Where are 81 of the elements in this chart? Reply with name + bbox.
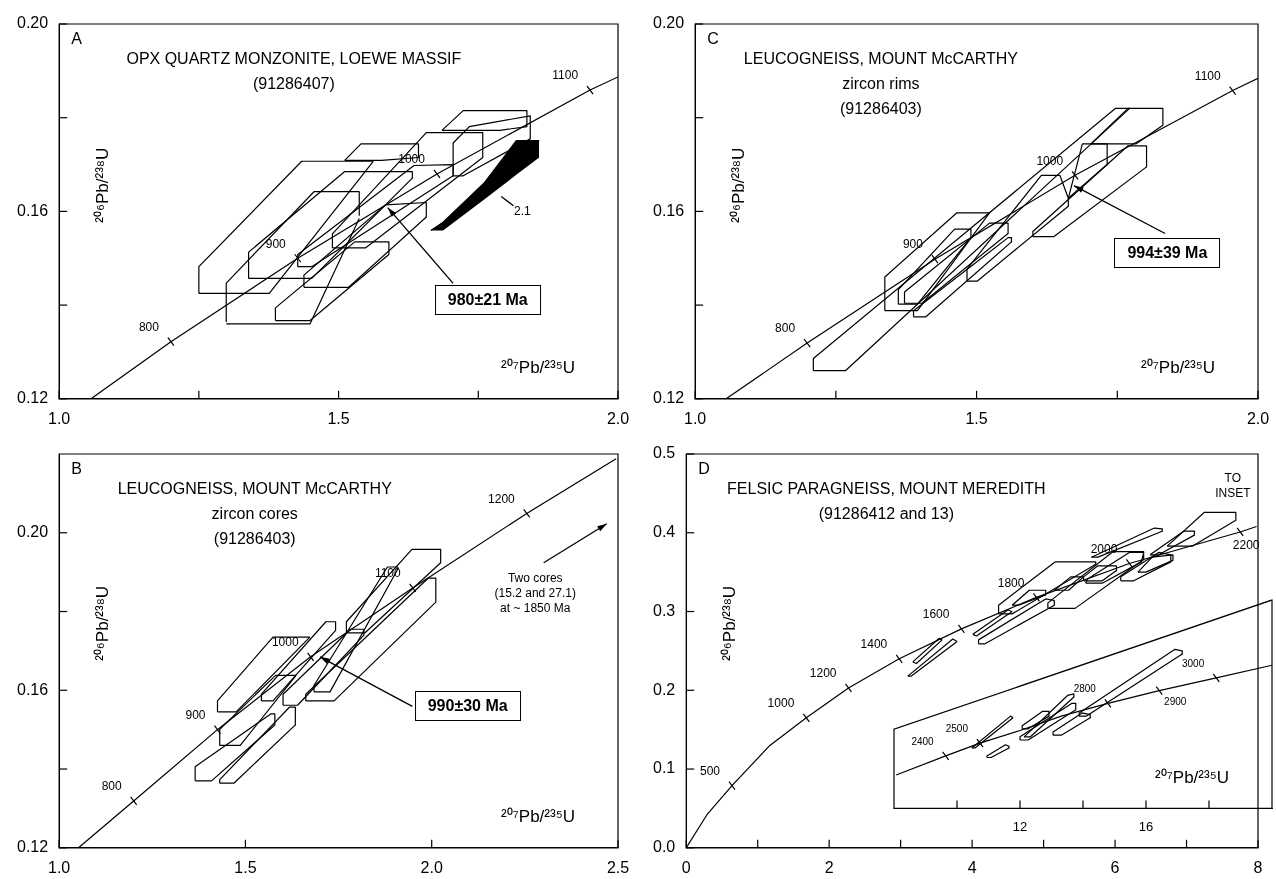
annotation: 1200 <box>488 491 516 506</box>
x-tick-label: 2.0 <box>1246 409 1270 427</box>
annotation: 3000 <box>1182 657 1205 669</box>
annotation: 1100 <box>1194 68 1221 83</box>
text: zircon rims <box>842 75 920 93</box>
annotation: 1600 <box>922 607 950 622</box>
y-tick-label: 0.3 <box>652 601 676 619</box>
y-tick-label: 0.20 <box>17 523 49 541</box>
x-axis-title: ²⁰⁷Pb/²³⁵U <box>501 358 575 378</box>
annotation: B <box>71 460 82 478</box>
annotation: 1000 <box>767 696 795 711</box>
x-tick-label: 1.0 <box>48 858 71 876</box>
annotation: 800 <box>101 779 122 794</box>
text: LEUCOGNEISS, MOUNT McCARTHY <box>117 480 393 498</box>
y-tick-label: 0.12 <box>17 838 49 856</box>
text: LEUCOGNEISS, MOUNT McCARTHY <box>743 50 1019 68</box>
y-tick-label: 0.12 <box>653 389 685 407</box>
annotation: 800 <box>775 321 796 336</box>
x-tick-label: 12 <box>1012 818 1028 834</box>
annotation: 800 <box>138 319 160 334</box>
y-tick-label: 0.2 <box>652 680 676 698</box>
annotation: 994±39 Ma <box>1114 238 1221 269</box>
y-tick-label: 0.16 <box>653 201 685 219</box>
annotation: 900 <box>265 236 287 251</box>
x-tick-label: 6 <box>1110 858 1120 876</box>
annotation: 500 <box>699 763 721 778</box>
annotation: 990±30 Ma <box>414 691 521 722</box>
x-tick-label: 0 <box>681 858 691 876</box>
y-tick-label: 0.16 <box>17 201 49 219</box>
annotation: Two cores (15.2 and 27.1) at ~ 1850 Ma <box>493 570 577 616</box>
y-axis-title: ²⁰⁶Pb/²³⁸U <box>728 147 748 223</box>
annotation: (91286403) <box>213 530 296 548</box>
annotation: D <box>698 460 710 478</box>
x-tick-label: 2.0 <box>606 409 630 427</box>
annotation: A <box>71 30 83 48</box>
y-tick-label: 0.5 <box>652 444 676 462</box>
x-axis-title: ²⁰⁷Pb/²³⁵U <box>501 807 575 827</box>
annotation: 1100 <box>552 68 579 83</box>
text: (91286412 and 13) <box>818 505 954 523</box>
annotation: 2400 <box>911 735 935 747</box>
text: (91286407) <box>252 75 335 93</box>
y-tick-label: 0.20 <box>17 14 49 32</box>
annotation: C <box>707 30 719 48</box>
x-tick-label: 1.5 <box>234 858 257 876</box>
x-axis-title: ²⁰⁷Pb/²³⁵U <box>1155 768 1229 788</box>
annotation: 1800 <box>997 575 1025 590</box>
x-tick-label: 2 <box>824 858 834 876</box>
x-tick-label: 2.0 <box>420 858 443 876</box>
y-tick-label: 0.20 <box>653 14 685 32</box>
annotation: 1000 <box>271 635 299 650</box>
annotation: 900 <box>185 707 206 722</box>
y-tick-label: 0.1 <box>652 759 676 777</box>
annotation: 1400 <box>860 637 888 652</box>
annotation: 2900 <box>1164 696 1187 708</box>
y-axis-title: ²⁰⁶Pb/²³⁸U <box>719 585 739 661</box>
text: OPX QUARTZ MONZONITE, LOEWE MASSIF <box>126 50 462 68</box>
x-axis-title: ²⁰⁷Pb/²³⁵U <box>1141 358 1215 378</box>
y-tick-label: 0.0 <box>652 838 676 856</box>
x-tick-label: 4 <box>967 858 977 876</box>
x-tick-label: 1.0 <box>684 409 707 427</box>
y-axis-title: ²⁰⁶Pb/²³⁸U <box>92 147 112 223</box>
annotation: 2.1 <box>514 203 531 219</box>
y-axis-title: ²⁰⁶Pb/²³⁸U <box>92 585 112 661</box>
x-tick-label: 2.5 <box>606 858 630 876</box>
x-tick-label: 16 <box>1138 818 1154 834</box>
x-tick-label: 1.5 <box>327 409 350 427</box>
text: FELSIC PARAGNEISS, MOUNT MEREDITH <box>727 480 1046 498</box>
annotation: 900 <box>902 237 924 252</box>
x-tick-label: 1.5 <box>965 409 988 427</box>
y-tick-label: 0.12 <box>17 389 49 407</box>
annotation: (91286403) <box>839 100 922 118</box>
annotation: 1200 <box>809 666 837 681</box>
annotation: 2800 <box>1073 683 1097 695</box>
annotation: TO INSET <box>1214 471 1252 502</box>
annotation: 980±21 Ma <box>434 284 541 315</box>
x-tick-label: 8 <box>1253 858 1263 876</box>
y-tick-label: 0.4 <box>652 523 676 541</box>
annotation: 2500 <box>945 722 969 734</box>
text: zircon cores <box>211 505 298 523</box>
x-tick-label: 1.0 <box>48 409 71 427</box>
y-tick-label: 0.16 <box>17 680 49 698</box>
